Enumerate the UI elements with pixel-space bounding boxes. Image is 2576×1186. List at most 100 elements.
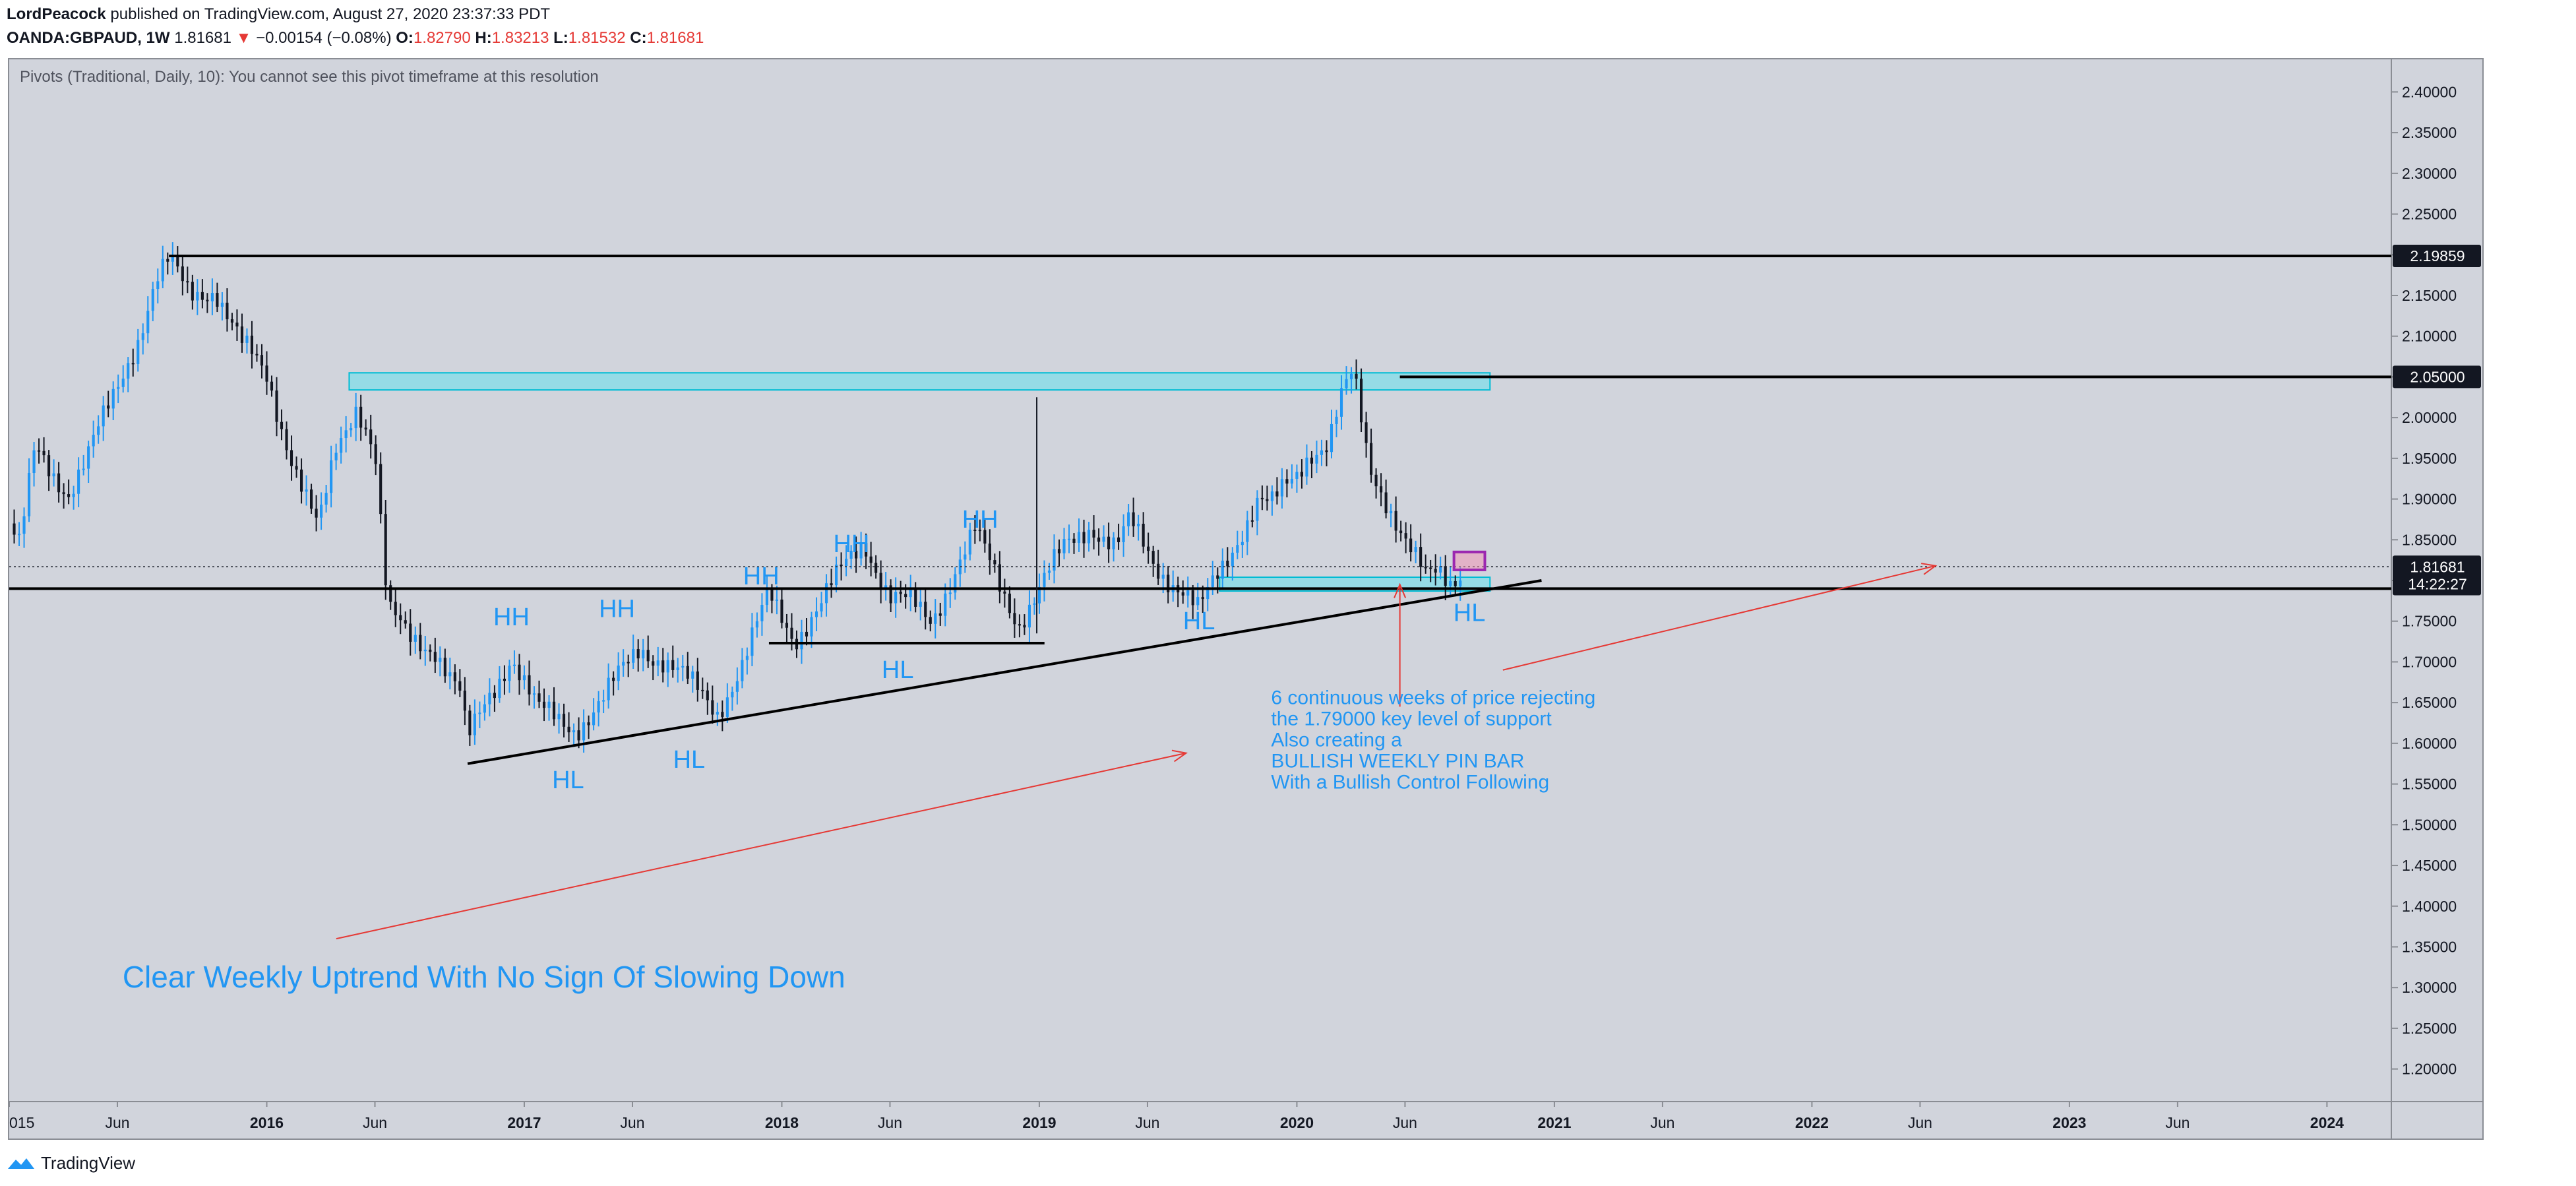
candle-body (770, 588, 774, 601)
candle-body (107, 405, 110, 409)
candle-body (725, 697, 729, 717)
candle-body (652, 661, 655, 666)
candle-body (141, 333, 144, 340)
last-price: 1.81681 (174, 29, 231, 47)
candle-body (1112, 537, 1115, 549)
candle-body (1191, 590, 1194, 606)
candle-body (330, 460, 333, 493)
candle-body (1330, 423, 1334, 453)
candle-body (874, 563, 878, 573)
candle-body (384, 514, 387, 586)
candle-body (72, 493, 75, 497)
candle-body (1394, 511, 1397, 531)
candle-body (636, 649, 640, 659)
candle-body (666, 660, 669, 673)
candle-body (210, 293, 214, 301)
candle-body (909, 589, 912, 598)
candle-body (602, 700, 605, 702)
candle-body (77, 469, 80, 494)
candle-body (468, 710, 472, 735)
swing-label: HH (743, 563, 780, 590)
candle-body (696, 671, 699, 690)
candle-body (478, 712, 481, 714)
trend-arrow (336, 752, 1186, 940)
candle-body (721, 712, 724, 717)
candle-body (47, 455, 51, 477)
candle-body (453, 672, 456, 681)
candle-body (1260, 497, 1264, 499)
candle-body (542, 701, 546, 708)
candle-body (849, 550, 853, 559)
candle-body (503, 678, 506, 681)
brand-label[interactable]: TradingView (41, 1153, 136, 1173)
candle-body (1142, 524, 1145, 547)
x-tick-label: 2016 (250, 1114, 284, 1131)
candle-body (240, 326, 244, 343)
candle-body (285, 429, 288, 451)
high-label: H: (475, 29, 492, 47)
candle-body (1404, 533, 1407, 539)
candle-body (1027, 604, 1031, 628)
candle-body (1186, 590, 1190, 596)
candle-body (423, 649, 427, 652)
candle-body (716, 712, 719, 715)
candle-body (97, 426, 100, 435)
chart-frame[interactable]: Pivots (Traditional, Daily, 10): You can… (8, 58, 2484, 1140)
candle-body (681, 666, 685, 668)
candle-body (919, 602, 922, 607)
change-down-icon: ▼ (235, 29, 252, 47)
candle-body (216, 293, 219, 307)
candle-body (1414, 547, 1417, 553)
candle-body (814, 611, 818, 617)
y-tick-label: 2.15000 (2402, 287, 2457, 304)
x-tick-label: Jun (363, 1114, 387, 1131)
candle-body (1008, 593, 1011, 613)
y-tick-label: 1.75000 (2402, 613, 2457, 630)
candle-body (166, 259, 169, 262)
publish-date: published on TradingView.com, August 27,… (110, 5, 551, 23)
note-line: the 1.79000 key level of support (1271, 708, 1552, 730)
candle-body (290, 450, 293, 466)
candle-body (562, 714, 566, 727)
candle-body (686, 666, 689, 679)
candle-body (1151, 551, 1155, 564)
candle-body (929, 617, 932, 624)
candle-body (1419, 547, 1423, 567)
candle-body (1459, 580, 1462, 586)
candle-body (1305, 457, 1308, 477)
x-tick-label: 2022 (1795, 1114, 1829, 1131)
candle-body (622, 662, 625, 666)
pin-bar-marker-box (1452, 550, 1487, 571)
candle-body (433, 652, 437, 662)
author-name[interactable]: LordPeacock (7, 5, 106, 23)
candle-body (399, 615, 402, 621)
price-label-background (2393, 555, 2481, 578)
price-chart[interactable]: Pivots (Traditional, Daily, 10): You can… (9, 59, 2482, 1139)
candle-body (42, 451, 46, 456)
candle-body (1107, 536, 1111, 549)
candle-body (1077, 532, 1081, 543)
arrow-head-icon (1394, 582, 1407, 598)
candle-body (824, 583, 828, 604)
swing-label: HL (1454, 600, 1486, 627)
candle-body (220, 302, 224, 307)
candle-body (845, 559, 848, 567)
candle-body (859, 543, 863, 559)
candle-body (1221, 560, 1224, 579)
swing-label: HL (882, 656, 914, 684)
candle-body (1181, 592, 1184, 596)
close-value: 1.81681 (646, 29, 704, 47)
candle-body (1201, 597, 1204, 600)
support-resistance-zone (348, 372, 1491, 391)
candle-body (840, 564, 843, 567)
candle-body (1236, 545, 1239, 553)
y-tick-label: 1.25000 (2402, 1020, 2457, 1037)
candle-body (1132, 512, 1135, 526)
candle-body (230, 319, 233, 323)
candle-body (1018, 624, 1021, 626)
candle-body (1439, 566, 1442, 573)
candle-body (1033, 603, 1036, 605)
candle-body (820, 603, 823, 611)
candle-body (1122, 526, 1125, 542)
candle-body (305, 489, 308, 492)
